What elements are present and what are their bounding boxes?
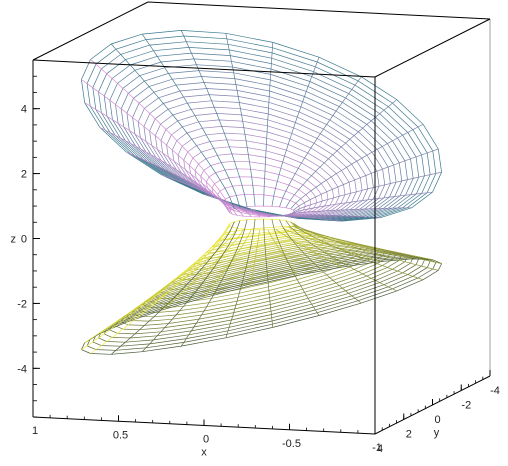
z-axis-tick-label: 4 — [21, 104, 27, 116]
z-axis-tick-label: -4 — [17, 363, 27, 375]
lower-sheet-spoke — [110, 221, 235, 355]
lower-sheet-spoke — [285, 220, 397, 292]
upper-sheet-spoke — [293, 148, 439, 211]
upper-sheet-spoke — [292, 191, 433, 214]
x-axis-label: x — [201, 447, 207, 459]
lower-sheet-spoke — [293, 222, 439, 271]
x-axis: 1 0.5 0 -0.5 -1 x — [32, 411, 382, 459]
upper-sheet-spoke — [275, 215, 342, 222]
lower-sheet-spoke — [180, 219, 248, 347]
lower-sheet-spoke — [293, 224, 442, 264]
lower-sheet-spoke — [279, 219, 362, 304]
z-axis-tick-label: -2 — [17, 298, 27, 310]
upper-sheet-spoke — [250, 208, 260, 217]
box-edge — [32, 1, 149, 61]
lower-sheet-spoke — [275, 229, 342, 268]
lower-sheet-spoke — [292, 225, 433, 261]
upper-sheet-ring — [194, 153, 329, 217]
upper-sheet-ring — [132, 82, 391, 219]
lower-sheet-spoke — [263, 219, 274, 328]
upper-sheet-spoke — [293, 171, 442, 212]
box-edge — [32, 59, 376, 78]
upper-sheet-spoke — [84, 102, 230, 213]
lower-sheet-spoke — [161, 228, 244, 311]
x-axis-tick-label: -0.5 — [282, 438, 301, 450]
upper-sheet-spoke — [285, 99, 398, 208]
box-edge — [374, 18, 491, 78]
y-axis-tick-label: 0 — [434, 414, 440, 426]
lower-sheet-spoke — [288, 226, 412, 260]
upper-sheet-spoke — [180, 30, 248, 207]
upper-sheet-spoke — [263, 42, 274, 207]
upper-sheet-ring — [115, 64, 408, 220]
lower-sheet-spoke — [267, 229, 298, 276]
upper-sheet-spoke — [271, 57, 320, 207]
z-axis-tick-label: 2 — [21, 169, 27, 181]
lower-sheet-spoke — [84, 225, 230, 344]
lower-sheet-spoke — [290, 221, 424, 281]
y-axis-label: y — [434, 427, 440, 439]
upper-sheet-ring — [211, 176, 312, 217]
upper-sheet-spoke — [161, 174, 244, 217]
upper-sheet-spoke — [279, 76, 362, 208]
upper-sheet-spoke — [203, 194, 252, 217]
x-axis-tick-label: -1 — [372, 442, 382, 454]
y-axis-tick-label: -4 — [490, 385, 500, 397]
lower-sheet-spoke — [99, 226, 233, 334]
upper-sheet-spoke — [90, 59, 232, 211]
x-axis-tick-label: 1 — [32, 425, 38, 437]
upper-sheet-spoke — [290, 123, 424, 210]
upper-helical-sheet — [81, 30, 442, 222]
y-axis-tick-label: 2 — [406, 429, 412, 441]
x-axis-tick-label: 0 — [203, 434, 209, 446]
upper-sheet-ring — [81, 30, 442, 222]
upper-sheet-ring — [166, 119, 357, 218]
lower-sheet-spoke — [225, 219, 256, 338]
lower-sheet-ring — [86, 257, 437, 351]
y-axis-tick-label: -2 — [461, 400, 471, 412]
upper-sheet-ring — [200, 160, 323, 217]
lower-sheet-spoke — [125, 228, 238, 323]
upper-sheet-spoke — [288, 207, 412, 215]
box-edge — [147, 1, 491, 20]
lower-sheet-spoke — [249, 229, 260, 286]
upper-sheet-ring — [109, 58, 414, 221]
upper-sheet-spoke — [99, 127, 233, 215]
upper-sheet-ring — [120, 70, 403, 220]
upper-sheet-spoke — [225, 33, 256, 207]
upper-sheet-spoke — [81, 79, 230, 212]
z-axis-tick-label: 0 — [21, 234, 27, 246]
z-axis-label: z — [11, 234, 17, 246]
y-axis: 4 2 0 -2 -4 y — [374, 370, 500, 455]
upper-sheet-ring — [171, 126, 352, 218]
lower-sheet-spoke — [141, 220, 241, 352]
y-axis-tick-label: 4 — [377, 443, 383, 455]
bounding-box-front — [32, 18, 491, 435]
z-axis: 4 2 0 -2 -4 z — [11, 59, 40, 418]
upper-sheet-spoke — [141, 33, 241, 208]
bounding-box-back — [32, 1, 491, 376]
lower-sheet-spoke — [271, 219, 320, 316]
lower-helical-sheet — [80, 218, 443, 355]
upper-sheet-spoke — [110, 43, 235, 209]
x-axis-tick-label: 0.5 — [113, 429, 128, 441]
lower-sheet-spoke — [203, 229, 252, 298]
upper-sheet-spoke — [282, 214, 381, 218]
